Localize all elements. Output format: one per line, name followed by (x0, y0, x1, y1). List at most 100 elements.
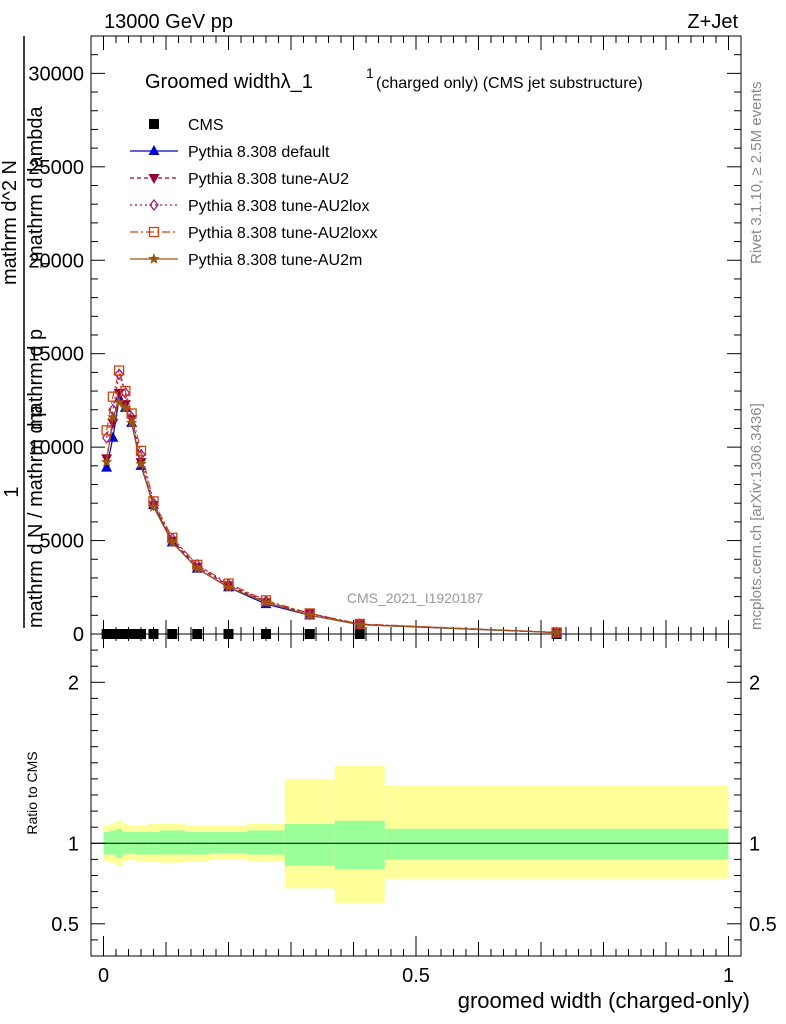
series-0-point-11 (304, 629, 315, 639)
series-5-point-12 (354, 618, 366, 630)
series-0-point-8 (192, 629, 203, 639)
series-4-point-5 (135, 445, 147, 457)
series-4-point-1 (107, 391, 119, 402)
ratio-xtick-label: 0 (98, 965, 109, 987)
ratio-ytick-label-right: 0.5 (749, 914, 777, 936)
legend-label-2: Pythia 8.308 tune-AU2 (188, 171, 349, 188)
legend-marker-2 (148, 174, 160, 184)
series-line-4 (106, 368, 557, 634)
ratio-ytick-label: 1 (68, 833, 79, 855)
ratio-xtick-label: 1 (723, 965, 734, 987)
series-line-5 (106, 401, 557, 634)
ylabel-den4: mathrm d lambda (25, 106, 47, 262)
watermark: CMS_2021_I1920187 (347, 590, 483, 606)
ratio-inner-band-7 (159, 830, 185, 855)
energy-label: 13000 GeV pp (104, 11, 233, 33)
ratio-ylabel: Ratio to CMS (24, 751, 40, 834)
series-5-point-9 (222, 581, 235, 593)
ylabel-den3: mathrm d p (25, 329, 47, 430)
series-3-point-11 (304, 608, 315, 621)
series-5-point-2 (113, 396, 125, 408)
ratio-xtick-label: 0.5 (402, 965, 430, 987)
series-0-point-12 (354, 629, 365, 639)
series-0-point-1 (107, 629, 118, 639)
ratio-inner-band-11 (284, 823, 335, 866)
series-3-point-10 (261, 595, 271, 608)
series-5-point-0 (100, 456, 113, 467)
legend-marker-4 (148, 226, 160, 238)
series-0-point-3 (120, 629, 131, 639)
series-5-point-5 (135, 457, 147, 469)
ratio-inner-band-10 (247, 830, 285, 855)
series-0-point-9 (223, 629, 234, 639)
ylabel-num: 1 (1, 486, 23, 497)
main-title-sup: 1 (366, 65, 374, 81)
series-0-point-4 (126, 629, 137, 639)
ratio-ytick-label: 0.5 (51, 914, 79, 936)
series-2 (101, 388, 563, 639)
series-3-point-0 (101, 431, 112, 444)
series-5-point-7 (166, 536, 178, 548)
series-5-point-1 (107, 411, 119, 423)
main-ytick-label: 10000 (28, 437, 84, 459)
series-5-point-6 (147, 500, 160, 512)
main-title: Groomed widthλ_1 (145, 71, 313, 93)
ratio-inner-band-1 (109, 830, 116, 855)
main-ytick-label: 25000 (28, 157, 84, 179)
series-5-point-10 (260, 596, 272, 608)
legend-label-3: Pythia 8.308 tune-AU2lox (188, 198, 369, 215)
ratio-inner-band-4 (128, 832, 135, 853)
series-1-point-0 (101, 461, 113, 472)
main-ytick-label: 15000 (28, 344, 84, 366)
series-line-1 (106, 396, 557, 634)
series-0-point-7 (167, 629, 178, 639)
rivet-label: Rivet 3.1.10, ≥ 2.5M events (748, 82, 765, 265)
series-1 (101, 392, 563, 637)
legend: CMS Pythia 8.308 default Pythia 8.308 tune… (130, 117, 377, 269)
ratio-inner-band-9 (209, 832, 248, 853)
series-3-point-12 (354, 618, 365, 631)
series-0-point-10 (261, 629, 271, 639)
legend-label-5: Pythia 8.308 tune-AU2m (188, 252, 362, 269)
series-4-point-3 (120, 385, 131, 397)
ratio-inner-band-12 (334, 820, 385, 870)
process-label: Z+Jet (687, 11, 738, 33)
series-5-point-11 (304, 609, 316, 621)
ratio-ytick-label-right: 2 (749, 672, 760, 694)
ylabel-den3-sub: T (37, 259, 53, 268)
legend-marker-0 (149, 119, 159, 129)
legend-marker-1 (148, 145, 160, 155)
series-5 (100, 396, 563, 638)
main-ytick-label: 0 (73, 624, 84, 646)
series-5-point-4 (125, 416, 138, 428)
legend-label-0: CMS (188, 117, 224, 134)
main-ytick-label: 20000 (28, 250, 84, 272)
main-ytick-label: 30000 (28, 63, 84, 85)
xlabel: groomed width (charged-only) (458, 988, 750, 1013)
series-0-point-5 (136, 629, 146, 639)
ylabel-den2: mathrm d^2 N (0, 160, 21, 285)
series-line-2 (106, 391, 557, 634)
series-0-point-6 (148, 629, 159, 639)
series-5-point-3 (119, 401, 132, 413)
series-0-point-0 (101, 629, 112, 639)
series-4 (101, 365, 562, 638)
series-3-point-2 (114, 368, 124, 381)
ratio-ytick-label: 2 (68, 672, 79, 694)
series-4-point-2 (113, 365, 125, 376)
legend-label-4: Pythia 8.308 tune-AU2loxx (188, 225, 377, 242)
series-0-point-2 (114, 629, 125, 639)
ylabel-den1: mathrm d N / mathrm d p (25, 406, 47, 628)
series-5-point-13 (550, 626, 563, 638)
main-ytick-label: 5000 (40, 531, 85, 553)
series-3 (101, 368, 562, 639)
series-5-point-8 (191, 562, 203, 574)
series-line-3 (106, 374, 557, 634)
main-title-note: (charged only) (CMS jet substructure) (376, 75, 643, 92)
ratio-ytick-label-right: 1 (749, 833, 760, 855)
series-3-point-3 (120, 386, 131, 399)
ratio-inner-band-13 (384, 828, 729, 860)
ratio-panel: 0.5 0.5 1 1 2 2 0 0.5 1 (51, 633, 777, 987)
legend-marker-5 (148, 253, 160, 264)
